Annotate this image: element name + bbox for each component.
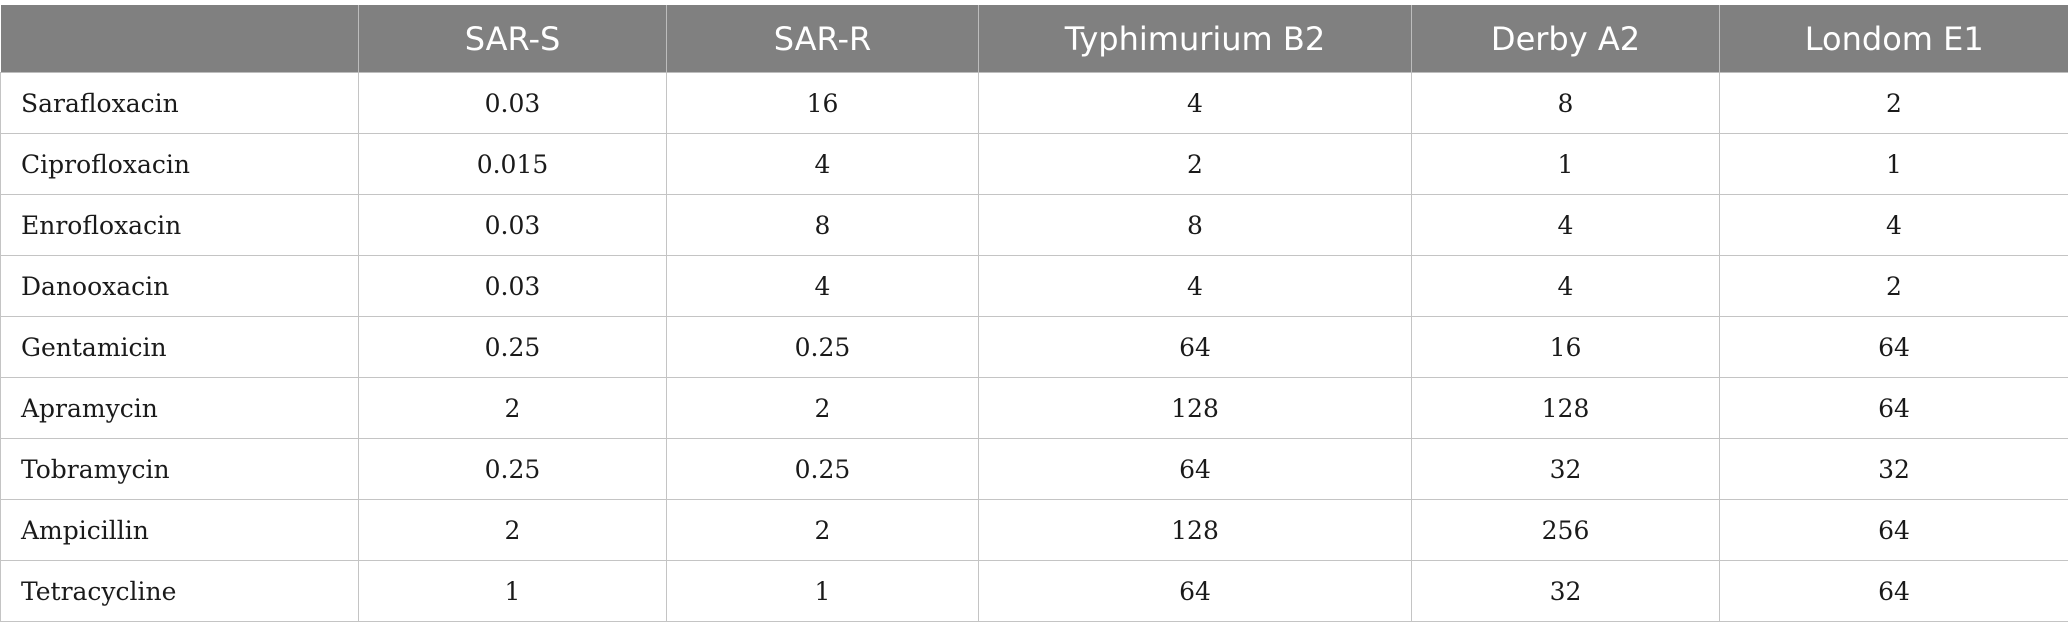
table-row: Tetracycline 1 1 64 32 64	[0, 560, 2068, 622]
header-row: SAR-S SAR-R Typhimurium B2 Derby A2 Lond…	[0, 5, 2068, 73]
header-cell-sar-s: SAR-S	[358, 5, 667, 73]
table-cell: 256	[1411, 499, 1720, 561]
table-cell: 0.03	[358, 194, 667, 256]
table-cell: 1	[1719, 133, 2068, 195]
row-label: Ampicillin	[0, 499, 359, 561]
row-label: Ciprofloxacin	[0, 133, 359, 195]
table-cell: 8	[666, 194, 979, 256]
header-cell-typhimurium-b2: Typhimurium B2	[978, 5, 1412, 73]
table-cell: 1	[1411, 133, 1720, 195]
table-cell: 64	[978, 560, 1412, 622]
header-cell-londom-e1: Londom E1	[1719, 5, 2068, 73]
table-cell: 2	[666, 499, 979, 561]
table-cell: 0.03	[358, 255, 667, 317]
table-row: Danooxacin 0.03 4 4 4 2	[0, 255, 2068, 317]
table-header: SAR-S SAR-R Typhimurium B2 Derby A2 Lond…	[0, 5, 2068, 73]
table-cell: 2	[358, 377, 667, 439]
table-cell: 16	[666, 72, 979, 134]
table-cell: 2	[978, 133, 1412, 195]
table-cell: 2	[358, 499, 667, 561]
table-cell: 64	[1719, 316, 2068, 378]
table-cell: 128	[978, 499, 1412, 561]
table-cell: 128	[1411, 377, 1720, 439]
table-row: Ciprofloxacin 0.015 4 2 1 1	[0, 133, 2068, 195]
table-cell: 64	[1719, 560, 2068, 622]
table-cell: 4	[1411, 255, 1720, 317]
table-cell: 0.03	[358, 72, 667, 134]
table-row: Apramycin 2 2 128 128 64	[0, 377, 2068, 439]
table-cell: 0.25	[358, 438, 667, 500]
table-cell: 4	[666, 255, 979, 317]
mic-table-container: SAR-S SAR-R Typhimurium B2 Derby A2 Lond…	[0, 5, 2068, 622]
table-cell: 32	[1411, 560, 1720, 622]
mic-table: SAR-S SAR-R Typhimurium B2 Derby A2 Lond…	[0, 5, 2068, 622]
table-cell: 4	[978, 255, 1412, 317]
table-cell: 0.015	[358, 133, 667, 195]
table-cell: 0.25	[666, 316, 979, 378]
table-cell: 4	[1411, 194, 1720, 256]
table-row: Sarafloxacin 0.03 16 4 8 2	[0, 72, 2068, 134]
row-label: Gentamicin	[0, 316, 359, 378]
table-cell: 64	[1719, 377, 2068, 439]
row-label: Tobramycin	[0, 438, 359, 500]
row-label: Enrofloxacin	[0, 194, 359, 256]
table-cell: 1	[666, 560, 979, 622]
table-cell: 32	[1411, 438, 1720, 500]
table-cell: 2	[1719, 72, 2068, 134]
table-row: Ampicillin 2 2 128 256 64	[0, 499, 2068, 561]
table-cell: 64	[978, 438, 1412, 500]
table-row: Enrofloxacin 0.03 8 8 4 4	[0, 194, 2068, 256]
table-cell: 8	[978, 194, 1412, 256]
row-label: Tetracycline	[0, 560, 359, 622]
table-cell: 0.25	[358, 316, 667, 378]
header-cell-corner	[0, 5, 359, 73]
table-cell: 128	[978, 377, 1412, 439]
table-cell: 2	[666, 377, 979, 439]
table-cell: 4	[978, 72, 1412, 134]
row-label: Sarafloxacin	[0, 72, 359, 134]
header-cell-sar-r: SAR-R	[666, 5, 979, 73]
table-cell: 8	[1411, 72, 1720, 134]
table-cell: 4	[1719, 194, 2068, 256]
table-cell: 2	[1719, 255, 2068, 317]
table-cell: 0.25	[666, 438, 979, 500]
table-cell: 4	[666, 133, 979, 195]
row-label: Apramycin	[0, 377, 359, 439]
table-row: Gentamicin 0.25 0.25 64 16 64	[0, 316, 2068, 378]
table-cell: 64	[1719, 499, 2068, 561]
header-cell-derby-a2: Derby A2	[1411, 5, 1720, 73]
table-cell: 1	[358, 560, 667, 622]
table-row: Tobramycin 0.25 0.25 64 32 32	[0, 438, 2068, 500]
table-cell: 32	[1719, 438, 2068, 500]
row-label: Danooxacin	[0, 255, 359, 317]
table-cell: 16	[1411, 316, 1720, 378]
table-cell: 64	[978, 316, 1412, 378]
table-body: Sarafloxacin 0.03 16 4 8 2 Ciprofloxacin…	[0, 72, 2068, 622]
